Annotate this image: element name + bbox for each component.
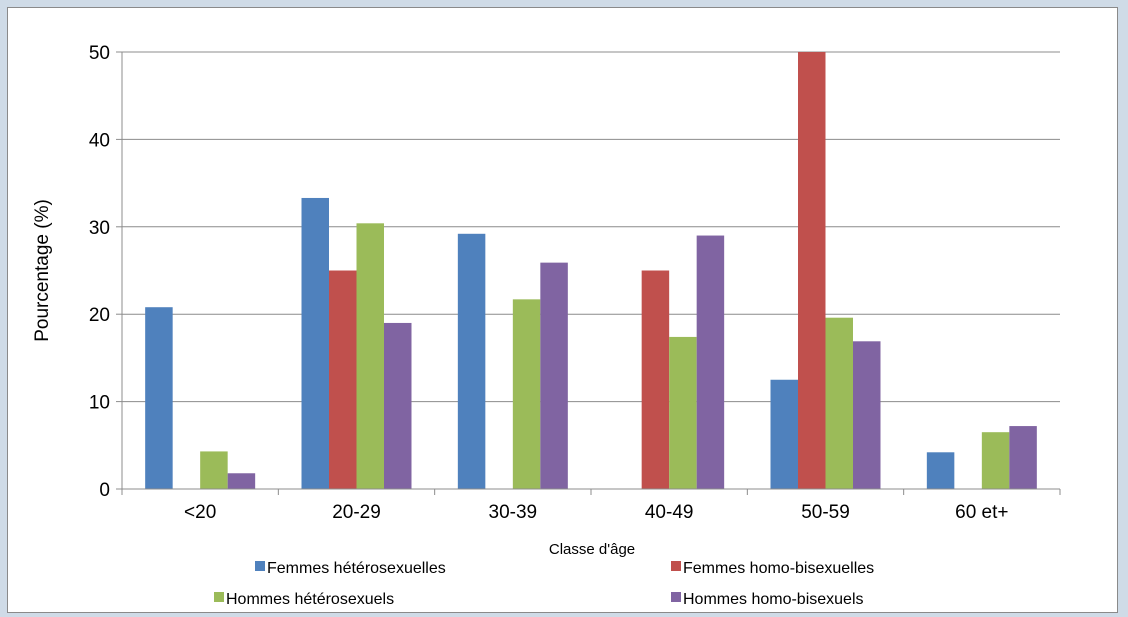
bar <box>145 307 173 489</box>
bar <box>770 379 798 489</box>
chart-frame: 0 10 20 30 40 50 <20 20-29 30-39 40-49 50-59 60 et… <box>7 7 1118 613</box>
bar <box>669 336 697 489</box>
bar <box>200 451 228 489</box>
bar <box>1009 426 1037 489</box>
axes <box>116 51 1061 495</box>
legend-item: Femmes hétérosexuelles <box>255 560 446 577</box>
bar <box>512 299 541 489</box>
bar <box>825 317 853 489</box>
bar <box>384 322 412 489</box>
bar <box>853 341 881 489</box>
x-axis-label: Classe d'âge <box>549 541 635 558</box>
bar <box>926 452 955 489</box>
y-tick-labels: 0 10 20 30 40 50 <box>89 43 110 501</box>
legend-swatch <box>214 592 224 602</box>
legend-label: Hommes hétérosexuels <box>226 591 394 608</box>
bar <box>356 223 384 489</box>
x-tick-label: 50-59 <box>801 502 850 523</box>
bar <box>301 197 329 489</box>
bar <box>798 52 826 489</box>
bar <box>329 270 357 489</box>
legend-label: Femmes hétérosexuelles <box>267 560 446 577</box>
legend: Femmes hétérosexuelles Femmes homo-bisexu… <box>214 560 874 608</box>
bar <box>457 233 486 489</box>
x-tick-label: 60 et+ <box>955 502 1008 523</box>
legend-label: Femmes homo-bisexuelles <box>683 560 874 577</box>
legend-swatch <box>671 561 681 571</box>
bars <box>145 52 1037 489</box>
x-tick-label: 40-49 <box>645 502 694 523</box>
bar <box>641 270 670 489</box>
legend-item: Hommes homo-bisexuels <box>671 591 864 608</box>
y-tick-label: 30 <box>89 218 110 239</box>
y-tick-label: 50 <box>89 43 110 64</box>
gridlines <box>122 51 1060 403</box>
legend-label: Hommes homo-bisexuels <box>683 591 864 608</box>
legend-item: Femmes homo-bisexuelles <box>671 560 874 577</box>
y-tick-label: 20 <box>89 305 110 326</box>
legend-swatch <box>671 592 681 602</box>
legend-item: Hommes hétérosexuels <box>214 591 394 608</box>
y-tick-label: 0 <box>99 480 110 501</box>
bar-chart: 0 10 20 30 40 50 <20 20-29 30-39 40-49 50-59 60 et… <box>32 43 1061 608</box>
y-tick-label: 10 <box>89 393 110 414</box>
bar <box>227 473 256 489</box>
y-axis-label: Pourcentage (%) <box>32 199 53 342</box>
x-tick-labels: <20 20-29 30-39 40-49 50-59 60 et+ <box>184 502 1008 523</box>
legend-swatch <box>255 561 265 571</box>
bar <box>540 262 568 489</box>
x-tick-label: <20 <box>184 502 216 523</box>
x-tick-label: 30-39 <box>489 502 538 523</box>
bar <box>981 432 1010 489</box>
x-tick-label: 20-29 <box>332 502 381 523</box>
y-tick-label: 40 <box>89 130 110 151</box>
bar <box>696 235 725 489</box>
